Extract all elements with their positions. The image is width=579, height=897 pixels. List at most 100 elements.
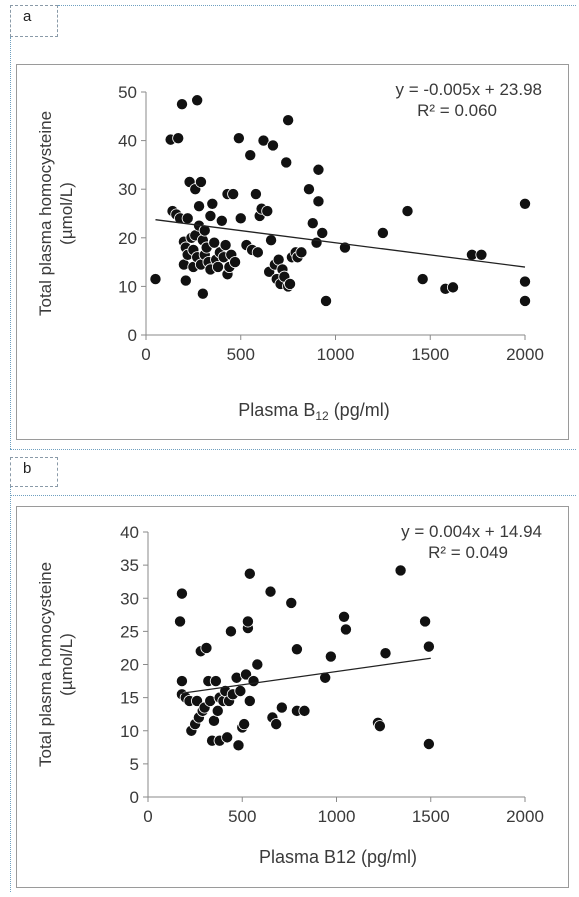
- data-point: [179, 274, 192, 287]
- divider-top: [58, 5, 576, 6]
- data-point: [298, 704, 311, 717]
- data-point: [247, 675, 260, 688]
- data-point: [175, 675, 188, 688]
- divider-mid-2: [10, 495, 576, 496]
- data-point: [339, 623, 352, 636]
- y-tick-label: 25: [120, 622, 139, 641]
- data-point: [243, 567, 256, 580]
- y-tick-label: 15: [120, 689, 139, 708]
- data-point: [208, 236, 221, 249]
- data-point: [295, 246, 308, 259]
- x-tick-label: 1500: [412, 807, 450, 826]
- trendline-equation: y = 0.004x + 14.94: [401, 522, 542, 541]
- trendline: [179, 657, 431, 695]
- x-tick-label: 1500: [411, 345, 449, 364]
- y-tick-label: 30: [118, 180, 137, 199]
- trendline: [155, 219, 526, 268]
- data-point: [310, 236, 323, 249]
- y-tick-label: 20: [120, 656, 139, 675]
- x-axis-label-units: (pg/ml): [329, 400, 390, 420]
- chart-a-frame: 0 10 20 30 40 50 0 500 1000 1500 2000 y = -0.005x +…: [16, 64, 569, 440]
- data-point: [518, 197, 531, 210]
- divider-left-b: [10, 487, 11, 892]
- data-point: [176, 98, 189, 111]
- x-tick-label: 1000: [318, 807, 356, 826]
- trendline-equation: y = -0.005x + 23.98: [396, 80, 543, 99]
- y-tick-label: 0: [128, 326, 137, 345]
- data-point: [265, 234, 278, 247]
- data-point: [275, 701, 288, 714]
- x-axis-label-main: Plasma B: [238, 400, 315, 420]
- data-point: [251, 246, 264, 259]
- y-tick-label: 5: [130, 755, 139, 774]
- y-axis-label-line2: (µmol/L): [57, 633, 76, 696]
- data-point: [198, 224, 211, 237]
- data-point: [175, 587, 188, 600]
- data-point: [280, 156, 293, 169]
- data-point: [312, 163, 325, 176]
- x-axis-label: Plasma B12 (pg/ml): [259, 847, 417, 867]
- data-point: [419, 615, 432, 628]
- data-point: [219, 239, 232, 252]
- data-point: [270, 718, 283, 731]
- data-point: [174, 615, 187, 628]
- data-point: [416, 273, 429, 286]
- y-tick-label: 50: [118, 83, 137, 102]
- data-point: [229, 256, 242, 269]
- data-point: [234, 684, 247, 697]
- y-axis-label-line1: Total plasma homocysteine: [36, 111, 55, 316]
- data-point: [224, 625, 237, 638]
- data-point: [191, 94, 204, 107]
- data-point: [264, 585, 277, 598]
- data-point: [200, 641, 213, 654]
- data-point: [211, 704, 224, 717]
- x-tick-label: 0: [143, 807, 152, 826]
- data-point: [316, 226, 329, 239]
- data-point: [324, 650, 337, 663]
- data-point: [194, 175, 207, 188]
- data-point: [241, 615, 254, 628]
- data-point: [232, 739, 245, 752]
- x-tick-label: 500: [228, 807, 256, 826]
- data-point: [181, 212, 194, 225]
- data-point: [320, 294, 333, 307]
- data-point: [191, 694, 204, 707]
- data-point: [285, 596, 298, 609]
- data-point: [238, 718, 251, 731]
- y-tick-label: 20: [118, 229, 137, 248]
- data-point: [446, 281, 459, 294]
- data-point: [290, 643, 303, 656]
- data-point: [227, 188, 240, 201]
- panel-a-letter: a: [23, 8, 32, 25]
- x-tick-label: 2000: [506, 807, 544, 826]
- data-point: [475, 248, 488, 261]
- y-tick-label: 10: [120, 722, 139, 741]
- data-point: [244, 149, 257, 162]
- data-point: [221, 731, 234, 744]
- data-point: [376, 226, 389, 239]
- chart-b-frame: 0 5 10 15 20 25 30 35 40 0 500 1000 1500 2000 y = 0.00…: [16, 506, 569, 888]
- data-point: [243, 694, 256, 707]
- panel-a-label: a: [10, 5, 58, 37]
- y-tick-label: 40: [118, 132, 137, 151]
- data-point: [518, 275, 531, 288]
- panel-b-label: b: [10, 457, 58, 487]
- data-point: [266, 139, 279, 152]
- data-point: [312, 195, 325, 208]
- data-point: [193, 200, 206, 213]
- r-squared-label: R² = 0.060: [417, 101, 497, 120]
- data-point: [422, 640, 435, 653]
- data-point: [261, 205, 274, 218]
- data-point: [212, 260, 225, 273]
- data-point: [251, 658, 264, 671]
- r-squared-label: R² = 0.049: [428, 543, 508, 562]
- data-point: [204, 209, 217, 222]
- x-axis-label-subscript: 12: [315, 409, 329, 423]
- data-point: [232, 132, 245, 145]
- data-point: [257, 134, 270, 147]
- data-point: [302, 183, 315, 196]
- data-point: [518, 294, 531, 307]
- data-point: [196, 287, 209, 300]
- data-point: [149, 273, 162, 286]
- data-point: [422, 737, 435, 750]
